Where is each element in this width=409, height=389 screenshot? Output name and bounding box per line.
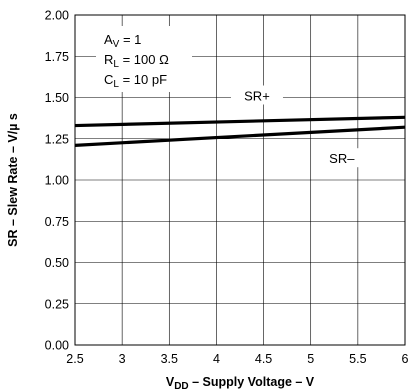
series-line [74,115,406,128]
y-axis-title: SR – Slew Rate – V/µ s [6,113,20,247]
x-tick-label: 3.5 [161,352,178,366]
x-tick-label: 6 [402,352,409,366]
y-tick-label: 0.50 [45,256,69,270]
x-tick-label: 5.5 [349,352,366,366]
series-label: SR+ [244,89,270,104]
x-tick-labels: 2.5 3 3.5 4 4.5 5 5.5 6 [66,352,408,366]
y-tick-label: 1.50 [45,91,69,105]
series-label-background [230,85,283,105]
x-tick-label: 3 [119,352,126,366]
y-tick-label: 0.00 [45,339,69,353]
y-tick-label: 2.00 [45,9,69,23]
series-label: SR– [329,151,355,166]
x-tick-label: 4 [213,352,220,366]
plot-frame [74,14,406,346]
y-tick-label: 1.25 [45,132,69,146]
series-labels: SR+ SR– [230,85,368,168]
y-tick-label: 1.75 [45,50,69,64]
x-axis-title: VDD – Supply Voltage – V [166,375,315,389]
x-tick-label: 5 [307,352,314,366]
series-lines [74,115,406,147]
condition-gain: AV = 1 [104,32,141,50]
condition-load-capacitance: CL = 10 pF [104,72,167,90]
y-tick-label: 0.25 [45,297,69,311]
series-label-background [315,148,368,168]
x-tick-label: 2.5 [66,352,83,366]
series-line [74,125,406,147]
y-tick-label: 1.00 [45,174,69,188]
conditions-background [96,26,192,92]
conditions-box: AV = 1 RL = 100 Ω CL = 10 pF [96,26,192,92]
y-tick-label: 0.75 [45,215,69,229]
y-tick-labels: 0.00 0.25 0.50 0.75 1.00 1.25 1.50 1.75 2.00 [45,9,69,353]
x-tick-label: 4.5 [255,352,272,366]
condition-load-resistance: RL = 100 Ω [104,52,169,70]
